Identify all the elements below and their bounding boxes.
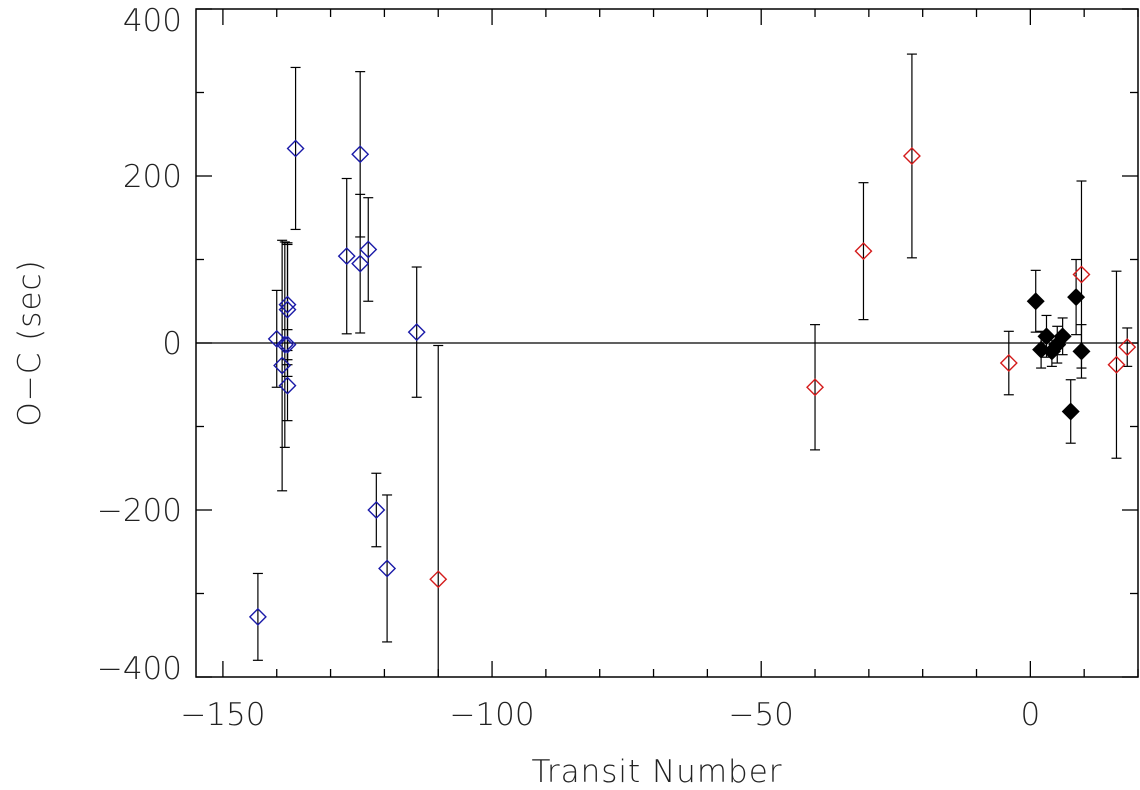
data-point	[999, 354, 1018, 373]
data-point	[407, 323, 426, 342]
data-point	[1072, 265, 1091, 284]
error-bars	[252, 53, 1133, 677]
x-tick-label: −50	[728, 697, 793, 733]
x-axis-label: Transit Number	[531, 754, 782, 790]
data-point	[278, 295, 297, 314]
x-tick-label: 0	[1020, 697, 1040, 733]
data-point	[267, 329, 286, 348]
data-point	[273, 356, 292, 375]
data-point	[1026, 292, 1045, 311]
data-point	[275, 335, 294, 354]
data-point	[278, 335, 297, 354]
data-point	[367, 501, 386, 519]
data-point	[351, 254, 370, 273]
data-point	[1032, 340, 1051, 359]
data-point	[248, 607, 267, 626]
data-point	[1053, 327, 1072, 346]
data-point	[806, 378, 825, 397]
data-point	[278, 376, 297, 395]
data-point	[378, 559, 397, 578]
y-tick-label: 0	[162, 326, 182, 362]
data-point	[1072, 342, 1091, 361]
axis-ticks	[196, 8, 1139, 678]
y-tick-label: 400	[123, 3, 182, 39]
x-tick-label: −150	[180, 697, 265, 733]
data-point	[337, 247, 356, 266]
data-point	[902, 146, 921, 165]
x-tick-label: −100	[449, 697, 534, 733]
data-point	[286, 139, 305, 158]
data-point	[1107, 355, 1126, 374]
data-point	[351, 145, 370, 164]
y-tick-label: 200	[123, 159, 182, 195]
data-point	[854, 242, 873, 261]
data-point	[1118, 338, 1137, 357]
data-point	[1067, 288, 1086, 307]
data-point	[1037, 327, 1056, 346]
y-tick-label: −400	[97, 651, 182, 687]
data-point	[1061, 402, 1080, 421]
data-points	[248, 139, 1137, 626]
axes	[195, 8, 1139, 678]
y-axis-label: O−C (sec)	[12, 259, 48, 426]
data-point	[359, 240, 378, 259]
data-point	[429, 570, 448, 589]
tick-labels: −150 −100 −50 0 −400 −200 0 200 400	[97, 3, 1040, 733]
y-tick-label: −200	[97, 493, 182, 529]
